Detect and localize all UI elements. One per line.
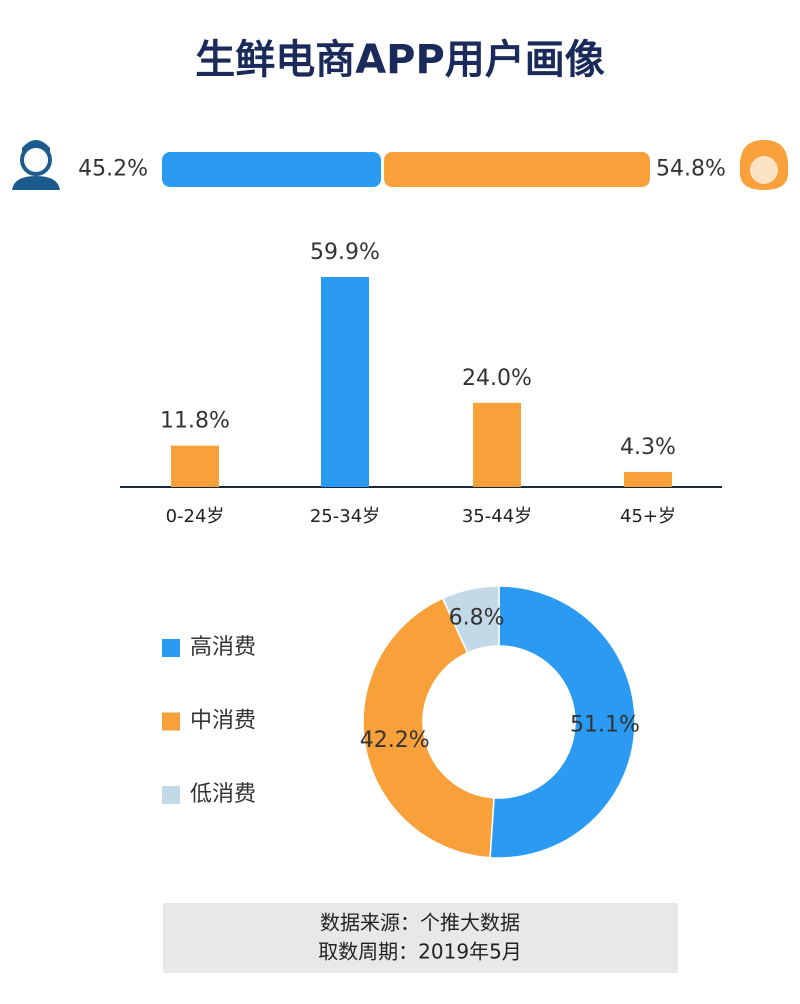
donut-slice [362, 597, 495, 859]
legend-swatch [162, 712, 180, 731]
value-label: 11.8% [160, 409, 230, 434]
legend-label: 高消费 [190, 635, 256, 660]
bar [321, 277, 369, 487]
gender-bar [162, 152, 382, 187]
title: 生鲜电商APP用户画像 [195, 37, 605, 83]
value-label: 51.1% [570, 712, 640, 737]
footer-line: 数据来源：个推大数据 [320, 911, 520, 935]
donut-slice [441, 585, 500, 654]
x-tick-label: 45+岁 [620, 506, 676, 527]
gender-bar [384, 152, 650, 187]
bar [473, 402, 521, 487]
value-label: 54.8% [656, 157, 726, 182]
value-label: 59.9% [310, 240, 380, 265]
female-icon [739, 140, 789, 190]
value-label: 4.3% [620, 435, 676, 460]
x-tick-label: 35-44岁 [462, 506, 532, 527]
footer-box [163, 903, 678, 973]
male-icon [12, 140, 60, 190]
bar [624, 471, 672, 487]
bar [171, 445, 219, 487]
value-label: 42.2% [360, 728, 430, 753]
legend-swatch [162, 639, 180, 657]
legend-swatch [162, 786, 180, 804]
donut-slice [489, 585, 636, 859]
value-label: 6.8% [449, 605, 505, 630]
legend-label: 中消费 [190, 709, 256, 734]
footer-line: 取数周期：2019年5月 [318, 940, 522, 964]
value-label: 45.2% [78, 157, 148, 182]
x-tick-label: 25-34岁 [310, 506, 380, 527]
x-tick-label: 0-24岁 [166, 506, 225, 527]
legend-label: 低消费 [190, 782, 256, 807]
value-label: 24.0% [462, 366, 532, 391]
